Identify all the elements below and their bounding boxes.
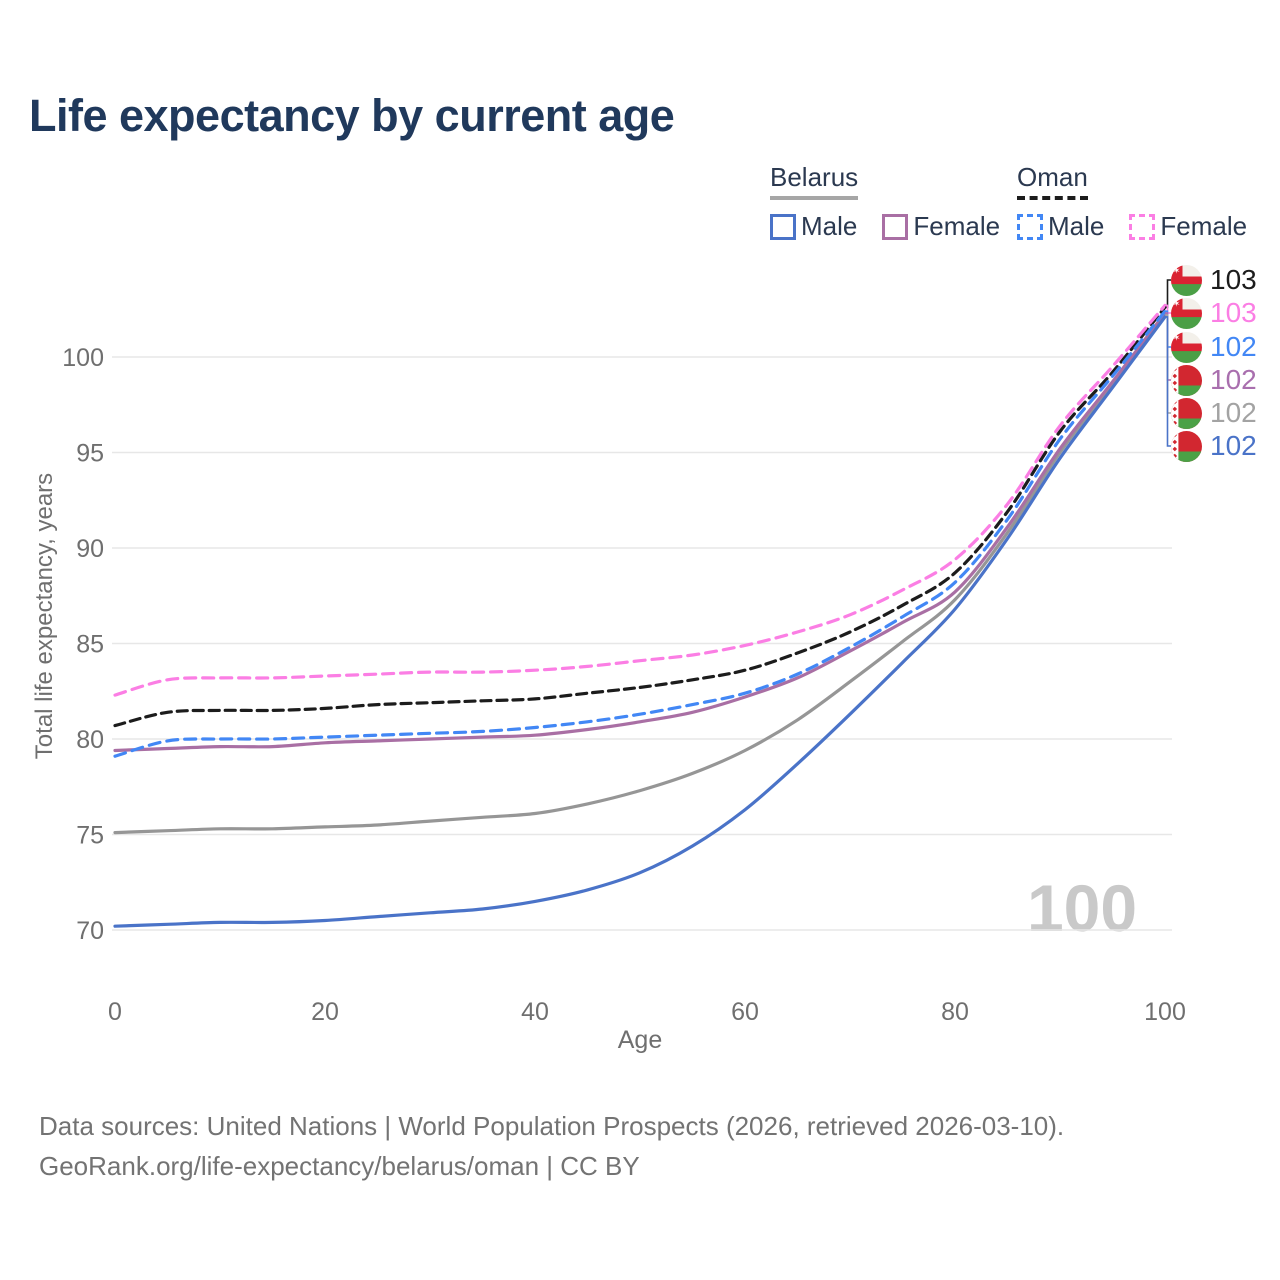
end-label-belarus-total: 102 (1171, 397, 1257, 429)
oman-flag-icon: ✶ (1171, 297, 1202, 329)
legend-row-oman: Male Female (1017, 211, 1247, 242)
end-label-oman-total: ✶ 103 (1171, 264, 1257, 296)
belarus-flag-icon (1171, 397, 1202, 429)
svg-text:0: 0 (108, 998, 122, 1026)
legend-item-oman-female[interactable]: Female (1129, 211, 1247, 242)
legend-label-oman-male: Male (1048, 211, 1105, 241)
end-label-oman-female: ✶ 103 (1171, 297, 1257, 329)
svg-text:✶: ✶ (1173, 332, 1181, 342)
svg-text:100: 100 (62, 344, 104, 372)
svg-text:70: 70 (76, 917, 104, 945)
series-swatch-belarus-male (770, 213, 796, 240)
age-watermark: 100 (1026, 871, 1138, 945)
svg-text:75: 75 (76, 822, 104, 850)
legend-group-belarus: Belarus Male Female (770, 162, 1000, 242)
legend-row-belarus: Male Female (770, 211, 1000, 242)
page-title: Life expectancy by current age (29, 90, 675, 141)
svg-text:80: 80 (76, 726, 104, 754)
end-label-belarus-male: 102 (1171, 430, 1257, 462)
svg-text:✶: ✶ (1173, 298, 1181, 308)
legend-item-belarus-female[interactable]: Female (882, 211, 1000, 242)
svg-text:100: 100 (1144, 998, 1186, 1026)
svg-text:85: 85 (76, 631, 104, 659)
end-label-oman-male: ✶ 102 (1171, 331, 1257, 363)
end-value: 103 (1210, 264, 1257, 295)
legend-label-belarus-female: Female (913, 211, 1001, 241)
series-swatch-belarus-female (882, 213, 909, 240)
legend-item-belarus-male[interactable]: Male (770, 211, 857, 242)
end-value: 102 (1210, 331, 1257, 362)
svg-text:60: 60 (731, 998, 759, 1026)
series-swatch-oman-female (1129, 213, 1156, 240)
end-value: 102 (1210, 364, 1257, 395)
svg-text:80: 80 (941, 998, 969, 1026)
svg-text:40: 40 (521, 998, 549, 1026)
legend-label-belarus-male: Male (801, 211, 858, 241)
belarus-flag-icon (1171, 430, 1202, 462)
x-axis-title: Age (617, 1026, 663, 1054)
end-value: 102 (1210, 430, 1257, 461)
legend-country-oman: Oman (1017, 162, 1088, 200)
source-line: Data sources: United Nations | World Pop… (39, 1111, 1065, 1141)
series-swatch-oman-male (1017, 213, 1043, 240)
belarus-flag-icon (1171, 364, 1202, 396)
svg-text:✶: ✶ (1173, 265, 1181, 275)
oman-flag-icon: ✶ (1171, 331, 1202, 363)
oman-flag-icon: ✶ (1171, 264, 1202, 296)
legend-country-belarus: Belarus (770, 162, 859, 200)
data-source-note: Data sources: United Nations | World Pop… (39, 1106, 1064, 1186)
svg-text:90: 90 (76, 535, 104, 563)
legend-item-oman-male[interactable]: Male (1017, 211, 1104, 242)
end-value: 103 (1210, 297, 1257, 328)
legend-label-oman-female: Female (1160, 211, 1248, 241)
end-label-belarus-female: 102 (1171, 364, 1257, 396)
attribution-line: GeoRank.org/life-expectancy/belarus/oman… (39, 1151, 640, 1181)
svg-text:95: 95 (76, 440, 104, 468)
svg-text:20: 20 (311, 998, 339, 1026)
end-value: 102 (1210, 397, 1257, 428)
legend-group-oman: Oman Male Female (1017, 162, 1247, 242)
